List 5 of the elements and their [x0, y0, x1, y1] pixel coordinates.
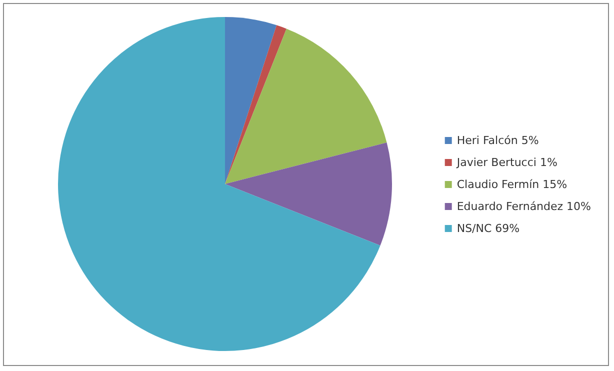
legend-label: Heri Falcón 5% — [456, 134, 539, 147]
legend-label: Claudio Fermín 15% — [456, 178, 568, 191]
legend-label: NS/NC 69% — [456, 222, 520, 235]
legend-label: Eduardo Fernández 10% — [456, 200, 592, 213]
legend-label: Javier Bertucci 1% — [456, 156, 558, 169]
